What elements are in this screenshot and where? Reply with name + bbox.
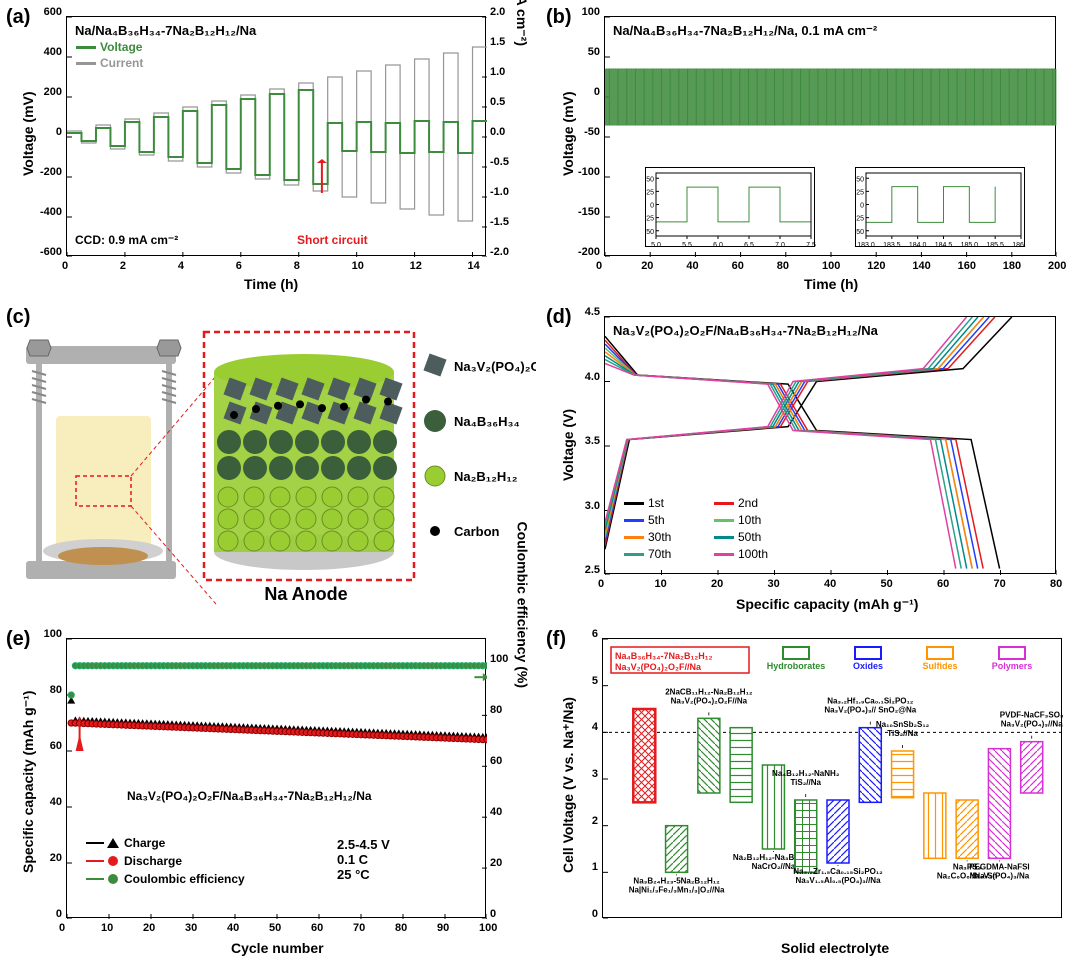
- panel-d-plot: Na₃V₂(PO₄)₂O₂F/Na₄B₃₆H₃₄-7Na₂B₁₂H₁₂/Na: [604, 316, 1056, 574]
- panel-d-title: Na₃V₂(PO₄)₂O₂F/Na₄B₃₆H₃₄-7Na₂B₁₂H₁₂/Na: [613, 323, 878, 338]
- svg-text:Na₃V₂(PO₄)₃// SnO₂@Na: Na₃V₂(PO₄)₃// SnO₂@Na: [824, 706, 916, 715]
- figure-root: (a) Na/Na₄B₃₆H₃₄-7Na₂B₁₂H₁₂/Na CCD: 0.9 …: [0, 0, 1080, 973]
- panel-c-label: (c): [6, 306, 30, 329]
- panel-b-inset-2: 183.0 183.5 184.0 184.5 185.0 185.5 186.0 -50 -2…: [855, 167, 1025, 247]
- svg-text:Carbon: Carbon: [454, 524, 500, 539]
- svg-text:Na₃V₂(PO₄)₃//Na: Na₃V₂(PO₄)₃//Na: [1001, 720, 1063, 729]
- svg-text:Na₃V₁.₅Al₀.₅(PO₄)₃//Na: Na₃V₁.₅Al₀.₅(PO₄)₃//Na: [795, 876, 881, 885]
- svg-text:25: 25: [856, 189, 864, 196]
- panel-d-svg: [605, 317, 1057, 575]
- svg-text:TiS₂//Na: TiS₂//Na: [790, 778, 821, 787]
- svg-text:-25: -25: [856, 216, 864, 223]
- svg-text:Sulfides: Sulfides: [922, 661, 957, 671]
- svg-text:Na₄B₃₆H₃₄-7Na₂B₁₂H₁₂: Na₄B₃₆H₃₄-7Na₂B₁₂H₁₂: [615, 651, 712, 661]
- svg-text:2NaCB₁₁H₁₂-Na₂B₁₂H₁₂: 2NaCB₁₁H₁₂-Na₂B₁₂H₁₂: [665, 687, 753, 696]
- svg-text:-25: -25: [646, 216, 654, 223]
- panel-f: (f) Na₃B₂₄H₂₃-5Na₂B₁₂H₁₂Na|Ni₁/₃Fe₁/₃Mn₁…: [546, 628, 1074, 966]
- panel-b-inset-1: 5.0 5.5 6.0 6.5 7.0 7.5 -50 -25 0 25 50: [645, 167, 815, 247]
- svg-text:TiS₂//Na: TiS₂//Na: [887, 729, 918, 738]
- svg-text:7.5: 7.5: [806, 242, 816, 248]
- panel-e-ylabel: Specific capacity (mAh g⁻¹): [20, 691, 37, 873]
- svg-text:-50: -50: [646, 229, 654, 236]
- panel-b-title: Na/Na₄B₃₆H₃₄-7Na₂B₁₂H₁₂/Na, 0.1 mA cm⁻²: [613, 23, 877, 39]
- panel-e: (e) Na₃V₂(PO₄)₂O₂F/Na₄B₃₆H₃₄-7Na₂B₁₂H₁₂/…: [6, 628, 536, 966]
- svg-text:Na|Ni₁/₃Fe₁/₃Mn₁/₃|O₂//Na: Na|Ni₁/₃Fe₁/₃Mn₁/₃|O₂//Na: [629, 885, 725, 894]
- panel-e-xlabel: Cycle number: [231, 940, 324, 956]
- svg-text:Na₃V₂(PO₄)₃/Na: Na₃V₂(PO₄)₃/Na: [970, 871, 1030, 880]
- svg-text:184.5: 184.5: [935, 242, 953, 248]
- svg-text:6.5: 6.5: [744, 242, 754, 248]
- panel-a-xlabel: Time (h): [244, 276, 298, 292]
- panel-f-svg: Na₃B₂₄H₂₃-5Na₂B₁₂H₁₂Na|Ni₁/₃Fe₁/₃Mn₁/₃|O…: [603, 639, 1063, 919]
- panel-f-xlabel: Solid electrolyte: [781, 940, 889, 956]
- svg-text:0: 0: [860, 203, 864, 210]
- svg-text:Polymers: Polymers: [992, 661, 1033, 671]
- svg-text:6.0: 6.0: [713, 242, 723, 248]
- svg-text:185.5: 185.5: [986, 242, 1004, 248]
- svg-text:0: 0: [650, 203, 654, 210]
- svg-text:NaCrO₂//Na: NaCrO₂//Na: [752, 862, 796, 871]
- panel-c-svg: Na Anode Na₃V₂(PO₄)₂O₂F Na₄B₃₆H₃₄ Na₂B₁₂H₁₂…: [6, 306, 536, 618]
- panel-f-plot: Na₃B₂₄H₂₃-5Na₂B₁₂H₁₂Na|Ni₁/₃Fe₁/₃Mn₁/₃|O…: [602, 638, 1062, 918]
- svg-text:50: 50: [856, 176, 864, 183]
- svg-text:185.0: 185.0: [961, 242, 979, 248]
- panel-b: (b) Na/Na₄B₃₆H₃₄-7Na₂B₁₂H₁₂/Na, 0.1 mA c…: [546, 6, 1074, 296]
- panel-e-label: (e): [6, 628, 30, 651]
- panel-c: (c) Na Anode Na₃V₂(PO₄)₂O₂F Na₄B₃₆H₃₄ Na₂B₁…: [6, 306, 536, 618]
- svg-text:186.0: 186.0: [1012, 242, 1026, 248]
- panel-f-label: (f): [546, 628, 566, 651]
- svg-text:184.0: 184.0: [909, 242, 927, 248]
- svg-text:Na₃V₂(PO₄)₂O₂F//Na: Na₃V₂(PO₄)₂O₂F//Na: [615, 662, 702, 672]
- panel-a-ccd: CCD: 0.9 mA cm⁻²: [75, 233, 178, 247]
- panel-d-label: (d): [546, 306, 572, 329]
- panel-e-title: Na₃V₂(PO₄)₂O₂F/Na₄B₃₆H₃₄-7Na₂B₁₂H₁₂/Na: [127, 789, 372, 803]
- svg-text:Na₃.₂Zr₁.₅Ca₀.₁₅Si₂PO₁₂: Na₃.₂Zr₁.₅Ca₀.₁₅Si₂PO₁₂: [793, 867, 883, 876]
- svg-text:Oxides: Oxides: [853, 661, 883, 671]
- svg-text:50: 50: [646, 176, 654, 183]
- panel-a-short: Short circuit: [297, 233, 368, 247]
- svg-text:PEGDMA-NaFSI: PEGDMA-NaFSI: [969, 862, 1029, 871]
- svg-text:-50: -50: [856, 229, 864, 236]
- svg-text:PVDF-NaCF₃SO₃: PVDF-NaCF₃SO₃: [1000, 711, 1063, 720]
- panel-a-title: Na/Na₄B₃₆H₃₄-7Na₂B₁₂H₁₂/Na: [75, 23, 256, 38]
- svg-text:7.0: 7.0: [775, 242, 785, 248]
- svg-text:Hydroborates: Hydroborates: [767, 661, 826, 671]
- panel-e-y2label: Coulombic efficiency (%): [514, 522, 530, 688]
- panel-b-plot: Na/Na₄B₃₆H₃₄-7Na₂B₁₂H₁₂/Na, 0.1 mA cm⁻² …: [604, 16, 1056, 256]
- svg-text:Na₁₀SnSb₂S₁₂: Na₁₀SnSb₂S₁₂: [876, 720, 930, 729]
- panel-a-y2label: Current density (mA cm⁻²): [513, 0, 530, 46]
- svg-text:25: 25: [646, 189, 654, 196]
- panel-b-xlabel: Time (h): [804, 276, 858, 292]
- svg-text:Na₃.₂Hf₁.₉Ca₀.₁Si₂PO₁₂: Na₃.₂Hf₁.₉Ca₀.₁Si₂PO₁₂: [827, 697, 914, 706]
- panel-d: (d) Na₃V₂(PO₄)₂O₂F/Na₄B₃₆H₃₄-7Na₂B₁₂H₁₂/…: [546, 306, 1074, 618]
- svg-text:Na Anode: Na Anode: [264, 584, 347, 604]
- panel-a: (a) Na/Na₄B₃₆H₃₄-7Na₂B₁₂H₁₂/Na CCD: 0.9 …: [6, 6, 536, 296]
- svg-text:183.0: 183.0: [857, 242, 875, 248]
- svg-text:Na₄B₃₆H₃₄: Na₄B₃₆H₃₄: [454, 414, 520, 429]
- panel-d-xlabel: Specific capacity (mAh g⁻¹): [736, 596, 918, 613]
- svg-text:183.5: 183.5: [883, 242, 901, 248]
- panel-b-label: (b): [546, 6, 572, 29]
- svg-text:Na₃V₂(PO₄)₂O₂F: Na₃V₂(PO₄)₂O₂F: [454, 359, 536, 374]
- svg-text:Na₂B₁₂H₁₂: Na₂B₁₂H₁₂: [454, 469, 518, 484]
- svg-text:5.0: 5.0: [651, 242, 661, 248]
- svg-text:Na₃V₂(PO₄)₂O₂F//Na: Na₃V₂(PO₄)₂O₂F//Na: [671, 696, 748, 705]
- svg-text:5.5: 5.5: [682, 242, 692, 248]
- svg-text:Na₃B₂₄H₂₃-5Na₂B₁₂H₁₂: Na₃B₂₄H₂₃-5Na₂B₁₂H₁₂: [633, 876, 720, 885]
- panel-a-label: (a): [6, 6, 30, 29]
- svg-text:Na₄B₁₂H₁₂-NaNH₂: Na₄B₁₂H₁₂-NaNH₂: [772, 769, 840, 778]
